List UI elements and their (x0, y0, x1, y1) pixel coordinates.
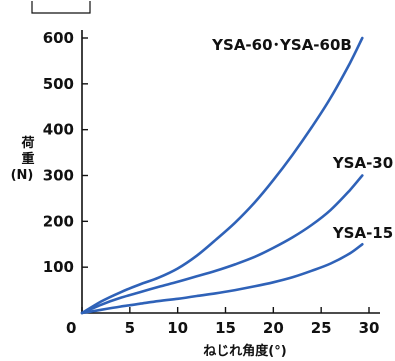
x-tick-label: 10 (167, 319, 188, 337)
x-tick-label: 0 (66, 319, 76, 337)
y-tick-label: 100 (43, 258, 74, 276)
y-tick-label: 200 (43, 212, 74, 230)
series-labels: YSA-60･YSA-60B YSA-30 YSA-15 (211, 36, 393, 242)
y-tick-label: 600 (43, 29, 74, 47)
y-axis-title-char: 重 (21, 151, 34, 167)
y-axis-title-char: 荷 (20, 135, 34, 151)
y-axis-title: 荷重(N) (11, 135, 35, 183)
x-tick-label: 30 (359, 319, 380, 337)
series-label-1: YSA-60･YSA-60B (211, 36, 352, 54)
series-line-1 (80, 36, 364, 315)
x-tick-label: 15 (215, 319, 236, 337)
clipped-header-box (31, 1, 91, 14)
axes (81, 30, 380, 314)
x-axis-title: ねじれ角度(°) (203, 343, 286, 359)
x-tick-label: 20 (263, 319, 284, 337)
y-tick-label: 300 (43, 167, 74, 185)
x-ticks: 0 5 10 15 20 25 30 (66, 307, 379, 337)
series-lines (80, 36, 364, 315)
y-tick-label: 500 (43, 75, 74, 93)
x-tick-label: 5 (125, 319, 135, 337)
series-label-3: YSA-15 (332, 224, 393, 242)
series-line-2 (80, 174, 364, 315)
series-label-2: YSA-30 (332, 154, 393, 172)
y-axis-title-unit: (N) (11, 168, 34, 183)
y-tick-label: 400 (43, 121, 74, 139)
series-line-3 (80, 243, 364, 315)
x-tick-label: 25 (311, 319, 332, 337)
y-ticks: 100 200 300 400 500 600 (43, 29, 88, 276)
